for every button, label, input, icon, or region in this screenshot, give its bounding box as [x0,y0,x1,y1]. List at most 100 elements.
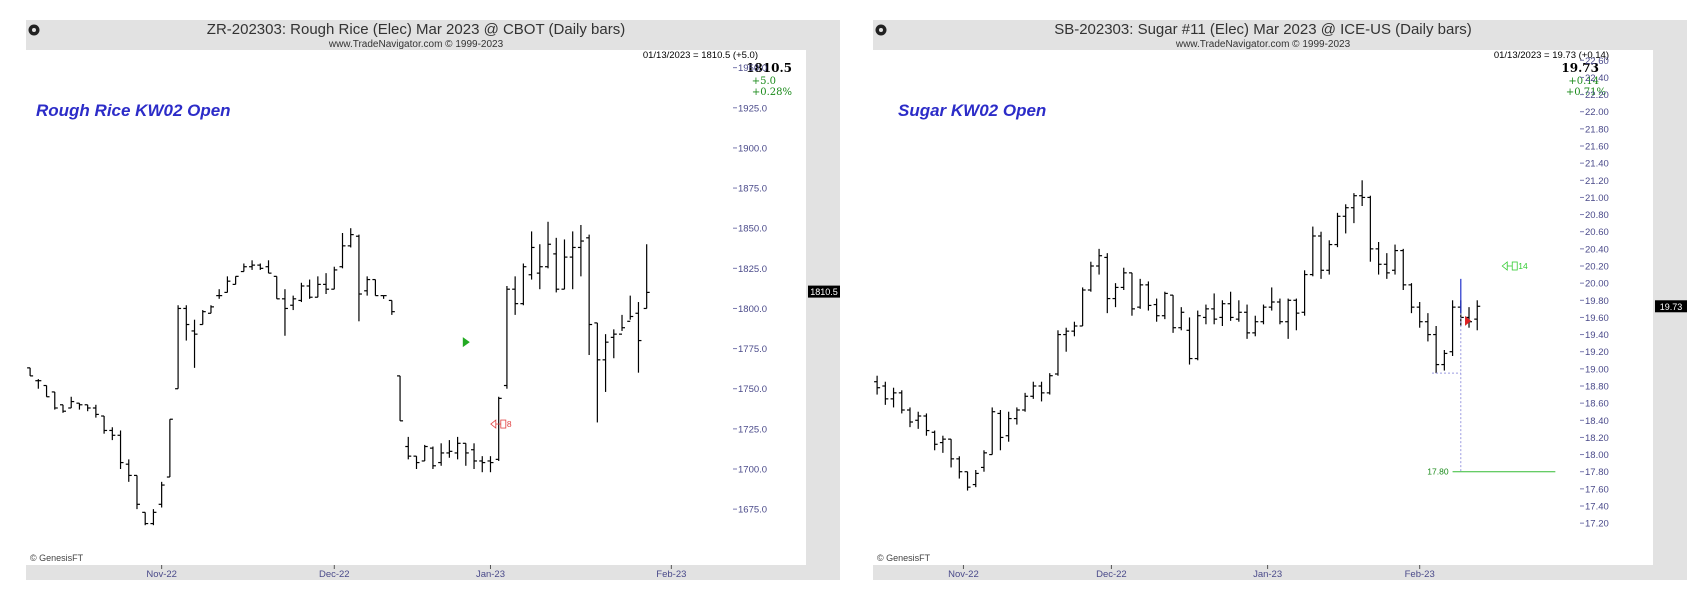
ohlc-bar [314,276,321,298]
svg-text:19.73: 19.73 [1660,302,1683,312]
chart-panel-sugar: SB-202303: Sugar #11 (Elec) Mar 2023 @ I… [873,20,1687,580]
ohlc-bar [610,329,617,359]
ohlc-bar [43,384,50,398]
y-tick-label: 17.60 [1585,484,1609,495]
last-price: 1810.5 [746,61,792,75]
annotation-title: Rough Rice KW02 Open [36,101,231,120]
ohlc-bar [890,387,897,408]
ohlc-bar [1128,272,1135,316]
y-tick-label: 1800.0 [738,304,767,315]
ohlc-bar [207,305,214,314]
cycle-label: 14 [1518,261,1528,271]
ohlc-bar [1318,231,1325,279]
y-tick-label: 22.20 [1585,90,1609,101]
ohlc-bar [117,430,124,469]
buy-arrow-marker [462,337,470,348]
ohlc-bar [635,302,642,373]
x-tick-label: Feb-23 [1405,569,1435,580]
ohlc-bar [339,233,346,269]
ohlc-bar [1309,226,1316,277]
ohlc-bar [133,474,140,510]
ohlc-bar [380,295,387,299]
ohlc-bar [1211,293,1218,325]
ohlc-bar [298,282,305,303]
x-tick-label: Jan-23 [476,569,505,580]
ohlc-bar [1392,244,1399,275]
y-tick-label: 20.00 [1585,279,1609,290]
y-tick-label: 19.20 [1585,347,1609,358]
ohlc-bar [216,289,223,299]
chart-header-title: SB-202303: Sugar #11 (Elec) Mar 2023 @ I… [1054,21,1472,38]
ohlc-bar [142,511,149,526]
gear-icon[interactable] [875,24,887,36]
chart-panel-rough-rice: ZR-202303: Rough Rice (Elec) Mar 2023 @ … [26,20,840,580]
ohlc-bar [59,404,66,413]
ohlc-bar [1170,294,1177,333]
y-tick-label: 20.60 [1585,227,1609,238]
ohlc-bar [1260,304,1267,325]
ohlc-bar [1194,310,1201,361]
ohlc-bar [569,231,576,290]
ohlc-bar [191,319,198,368]
y-tick-label: 22.00 [1585,107,1609,118]
last-price-tag: 1810.5 [808,285,840,298]
ohlc-bar [1186,317,1193,365]
ohlc-bar [1408,283,1415,314]
ohlc-bar [1359,180,1366,206]
x-tick-label: Nov-22 [948,569,979,580]
ohlc-bar [1046,373,1053,395]
gear-icon[interactable] [28,24,40,36]
cycle-box-icon [1511,261,1518,271]
y-tick-label: 1775.0 [738,344,767,355]
y-tick-label: 18.60 [1585,399,1609,410]
y-tick-label: 21.60 [1585,142,1609,153]
ohlc-bar [1350,193,1357,224]
ohlc-bar [972,470,979,488]
ohlc-bar [1383,253,1390,279]
ohlc-bar [1326,240,1333,275]
ohlc-bar [1375,242,1382,275]
y-tick-label: 18.20 [1585,433,1609,444]
ohlc-bar [923,413,930,436]
ohlc-bar [1030,381,1037,399]
ohlc-bar [150,509,157,526]
x-axis: Nov-22 Dec-22 Jan-23 Feb-23 [948,565,1435,580]
ohlc-bar [446,440,453,458]
ohlc-bar [1334,212,1341,248]
ohlc-bar [1112,283,1119,308]
x-tick-label: Jan-23 [1253,569,1282,580]
x-tick-label: Nov-22 [146,569,177,580]
ohlc-bar [512,276,519,315]
ohlc-bar [101,415,108,434]
last-price-tag: 19.73 [1655,300,1687,313]
ohlc-bar [627,295,634,322]
ohlc-bar [1202,304,1209,325]
copyright: © GenesisFT [877,553,931,563]
ohlc-bar [51,391,58,410]
ohlc-bar [68,396,75,409]
ohlc-bar [347,228,354,248]
ohlc-bar [479,456,486,473]
y-tick-label: 22.60 [1585,56,1609,67]
x-tick-label: Dec-22 [1096,569,1127,580]
ohlc-bar [956,456,963,479]
y-tick-label: 22.40 [1585,73,1609,84]
ohlc-bar [240,263,247,273]
status-line: 01/13/2023 = 19.73 (+0.14) [1494,50,1609,61]
ohlc-bar [989,407,996,456]
ohlc-bar [76,402,83,410]
y-tick-label: 21.20 [1585,176,1609,187]
cycle-box-icon [500,419,507,429]
ohlc-bar [273,275,280,300]
y-tick-label: 17.80 [1585,467,1609,478]
overlay-marks: 8 [462,337,512,429]
y-tick-label: 1675.0 [738,505,767,516]
ohlc-bar [372,278,379,297]
y-tick-label: 17.20 [1585,519,1609,530]
cycle-label: 8 [507,419,512,429]
ohlc-bar [1219,300,1226,326]
y-tick-label: 17.40 [1585,502,1609,513]
ohlc-bar [1104,253,1111,314]
ohlc-bar [495,396,502,461]
chart-header-title: ZR-202303: Rough Rice (Elec) Mar 2023 @ … [207,21,625,38]
